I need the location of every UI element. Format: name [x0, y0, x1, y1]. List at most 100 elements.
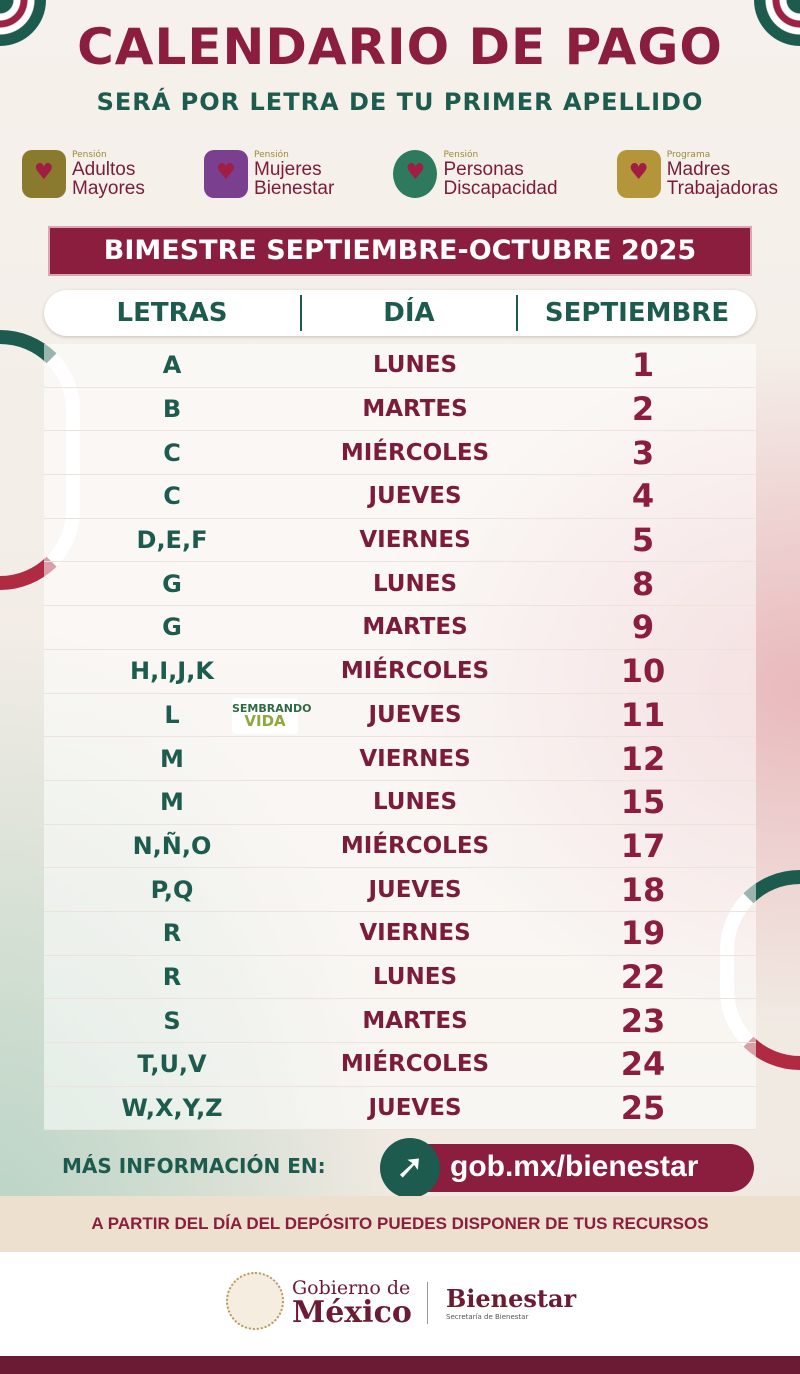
- women-icon: [204, 150, 249, 198]
- day-cell: MIÉRCOLES: [340, 1051, 490, 1078]
- program-kind: Pensión: [72, 150, 107, 160]
- mother-children-icon: [616, 150, 661, 198]
- date-cell: 3: [631, 433, 655, 472]
- letters-cell: R: [162, 919, 182, 948]
- deposit-note: A PARTIR DEL DÍA DEL DEPÓSITO PUEDES DIS…: [0, 1196, 800, 1252]
- footer: Gobierno de México Bienestar Secretaría de…: [0, 1252, 800, 1356]
- national-seal-icon: [226, 1272, 284, 1330]
- letters-cell: L: [164, 700, 180, 729]
- divider: [427, 1282, 428, 1324]
- day-cell: LUNES: [372, 789, 458, 816]
- day-cell: LUNES: [372, 352, 458, 379]
- website-link[interactable]: ➚ gob.mx/bienestar: [380, 1138, 754, 1198]
- table-row: C MIÉRCOLES 3: [44, 431, 756, 476]
- table-row: H,I,J,K MIÉRCOLES 10: [44, 650, 756, 694]
- letters-cell: M: [160, 744, 184, 773]
- table-row: W,X,Y,Z JUEVES 25: [44, 1087, 756, 1131]
- bienestar-logo: Bienestar Secretaría de Bienestar: [446, 1284, 576, 1321]
- logo-text: México: [292, 1295, 412, 1330]
- date-cell: 5: [631, 521, 655, 560]
- program-name: Adultos: [72, 159, 136, 180]
- date-cell: 11: [620, 695, 666, 734]
- letters-cell: A: [162, 351, 182, 380]
- program-name: Madres: [666, 159, 731, 180]
- page-subtitle: SERÁ POR LETRA DE TU PRIMER APELLIDO: [96, 88, 704, 116]
- program-kind: Programa: [666, 150, 711, 160]
- day-cell: MARTES: [362, 396, 468, 423]
- period-banner: BIMESTRE SEPTIEMBRE-OCTUBRE 2025: [48, 226, 752, 276]
- day-cell: LUNES: [372, 963, 458, 990]
- date-cell: 23: [620, 1001, 666, 1040]
- day-cell: JUEVES: [368, 1095, 462, 1122]
- divider: [516, 295, 518, 331]
- payment-table: A LUNES 1 B MARTES 2 C MIÉRCOLES 3 C JUEVES 4 D,E,F V…: [44, 344, 756, 1131]
- table-row: R VIERNES 19: [44, 912, 756, 956]
- program-kind: Pensión: [443, 150, 479, 160]
- divider: [300, 295, 302, 331]
- date-cell: 9: [631, 608, 655, 647]
- day-cell: MIÉRCOLES: [340, 439, 490, 466]
- letters-cell: D,E,F: [136, 526, 208, 555]
- link-text[interactable]: gob.mx/bienestar: [450, 1150, 699, 1183]
- table-row: T,U,V MIÉRCOLES 24: [44, 1043, 756, 1087]
- table-row: P,Q JUEVES 18: [44, 868, 756, 912]
- letters-cell: B: [162, 395, 182, 424]
- day-cell: MARTES: [362, 614, 468, 641]
- program-name: Mayores: [72, 178, 145, 199]
- table-row: S MARTES 23: [44, 999, 756, 1043]
- table-row: D,E,F VIERNES 5: [44, 519, 756, 563]
- gobierno-logo: Gobierno de México: [292, 1276, 412, 1330]
- day-cell: MIÉRCOLES: [340, 658, 490, 685]
- cursor-icon: ➚: [380, 1138, 440, 1198]
- day-cell: LUNES: [372, 570, 458, 597]
- table-row: R LUNES 22: [44, 956, 756, 1000]
- letters-cell: M: [160, 788, 184, 817]
- info-label: MÁS INFORMACIÓN EN:: [62, 1154, 326, 1178]
- letters-cell: T,U,V: [137, 1050, 207, 1079]
- logo-text: Gobierno de: [292, 1277, 411, 1299]
- letters-cell: S: [163, 1006, 181, 1035]
- table-header: LETRAS DÍA SEPTIEMBRE: [44, 290, 756, 336]
- logo-subtext: Secretaría de Bienestar: [446, 1313, 529, 1321]
- program-name: Bienestar: [254, 178, 335, 199]
- table-row: G MARTES 9: [44, 606, 756, 650]
- bottom-bar: [0, 1356, 800, 1374]
- logo-text: SEMBRANDO: [232, 702, 312, 715]
- letters-cell: C: [163, 438, 181, 467]
- header-month: SEPTIEMBRE: [544, 298, 730, 328]
- table-row: A LUNES 1: [44, 344, 756, 388]
- date-cell: 24: [620, 1045, 666, 1084]
- date-cell: 22: [620, 957, 666, 996]
- program-kind: Pensión: [254, 150, 289, 160]
- date-cell: 2: [631, 390, 655, 429]
- date-cell: 1: [631, 346, 655, 385]
- date-cell: 18: [620, 870, 666, 909]
- page-title: CALENDARIO DE PAGO: [77, 18, 723, 76]
- logo-text: Bienestar: [446, 1284, 577, 1313]
- header-day: DÍA: [383, 298, 435, 328]
- date-cell: 19: [620, 914, 666, 953]
- disability-icon: [393, 150, 438, 198]
- logo-text: VIDA: [244, 712, 286, 730]
- day-cell: JUEVES: [368, 483, 462, 510]
- program-name: Mujeres: [254, 159, 322, 180]
- table-row: M LUNES 15: [44, 781, 756, 825]
- program-name: Discapacidad: [443, 178, 558, 199]
- date-cell: 17: [620, 826, 666, 865]
- date-cell: 25: [620, 1089, 666, 1128]
- date-cell: 12: [620, 739, 666, 778]
- program-name: Personas: [443, 159, 524, 180]
- date-cell: 10: [620, 652, 666, 691]
- table-row: C JUEVES 4: [44, 475, 756, 519]
- date-cell: 4: [631, 477, 655, 516]
- program-name: Trabajadoras: [666, 178, 778, 199]
- letters-cell: N,Ñ,O: [132, 831, 212, 860]
- table-row: B MARTES 2: [44, 388, 756, 432]
- day-cell: MIÉRCOLES: [340, 832, 490, 859]
- table-row: N,Ñ,O MIÉRCOLES 17: [44, 825, 756, 869]
- day-cell: VIERNES: [359, 527, 471, 554]
- table-row: M VIERNES 12: [44, 737, 756, 781]
- letters-cell: C: [163, 482, 181, 511]
